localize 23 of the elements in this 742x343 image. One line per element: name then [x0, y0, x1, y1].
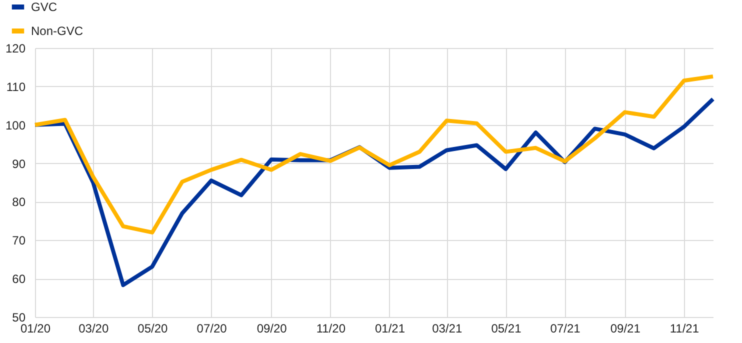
x-tick-label: 11/21 [670, 322, 700, 336]
legend-label: GVC [31, 0, 58, 14]
legend-label: Non-GVC [31, 24, 84, 38]
line-series [33, 74, 715, 234]
x-tick-label: 07/20 [196, 322, 228, 336]
y-tick-label: 100 [5, 118, 26, 132]
x-tick-label: 03/21 [432, 322, 462, 336]
x-tick-label: 03/20 [78, 322, 109, 336]
y-tick-label: 110 [6, 80, 26, 94]
y-tick-label: 80 [12, 195, 26, 210]
x-tick-label: 11/20 [316, 322, 346, 336]
x-tick-label: 07/21 [550, 322, 581, 336]
x-tick-label: 05/20 [138, 322, 168, 336]
y-tick-label: 70 [12, 234, 26, 248]
y-tick-label: 90 [12, 156, 26, 171]
y-tick-label: 120 [5, 42, 26, 56]
x-tick-label: 05/21 [491, 322, 522, 336]
x-tick-label: 01/21 [374, 322, 406, 336]
x-tick-label: 09/20 [256, 322, 288, 336]
x-tick-label: 09/21 [610, 322, 641, 336]
x-tick-label: 01/20 [20, 322, 51, 336]
y-tick-label: 60 [12, 272, 26, 286]
y-tick-label: 50 [12, 310, 26, 324]
